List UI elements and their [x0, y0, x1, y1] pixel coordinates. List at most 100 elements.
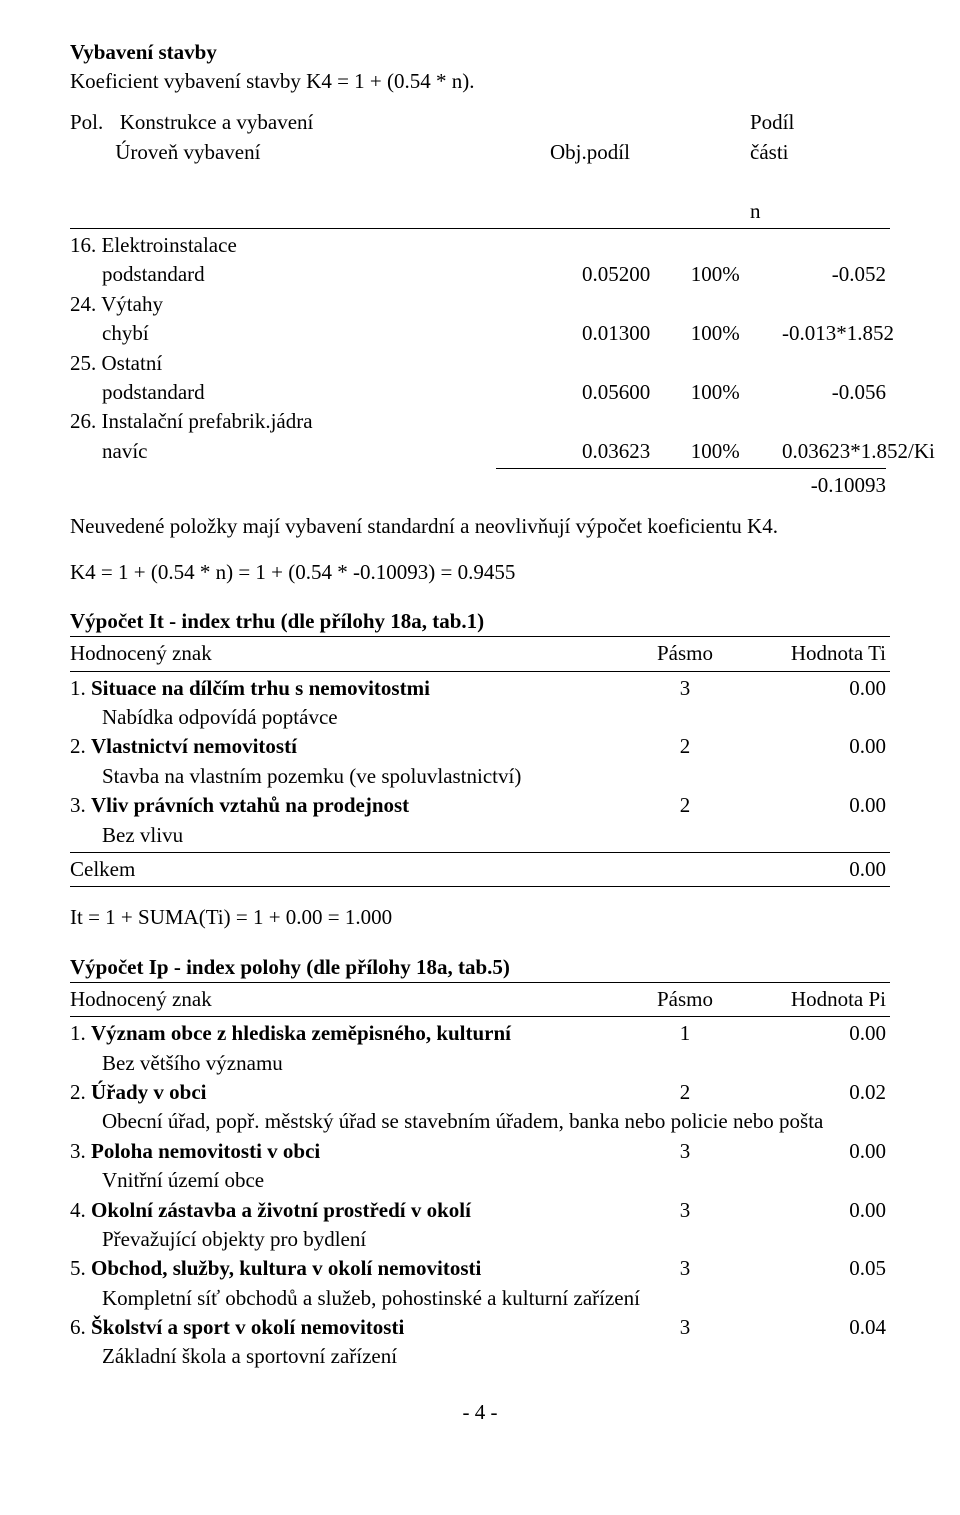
it-row: 1. Situace na dílčím trhu s nemovitostmi…: [70, 674, 890, 703]
section-ip-title: Výpočet Ip - index polohy (dle přílohy 1…: [70, 955, 890, 980]
it-row-sub: Nabídka odpovídá poptávce: [70, 703, 890, 732]
ip-row-pasmo: 3: [630, 1137, 740, 1166]
it-row-sub: Stavba na vlastním pozemku (ve spoluvlas…: [70, 762, 890, 791]
it-row-pasmo: 3: [630, 674, 740, 703]
hdr-podil: Podíl: [750, 110, 794, 134]
vyb-sum-row: -0.10093: [70, 471, 890, 500]
ip-row-num: 5.: [70, 1256, 86, 1280]
it-hdr-pasmo: Pásmo: [630, 639, 740, 668]
vyb-row-pct: 100%: [691, 380, 740, 404]
it-row-num: 1.: [70, 676, 86, 700]
vyb-row-level: podstandard: [70, 378, 582, 407]
vyb-row-name: 26. Instalační prefabrik.jádra: [70, 407, 890, 436]
ip-row-pasmo: 2: [630, 1078, 740, 1107]
ip-row-num: 6.: [70, 1315, 86, 1339]
vyb-row-obj: 0.05600: [582, 380, 650, 404]
ip-row: 4. Okolní zástavba a životní prostředí v…: [70, 1196, 890, 1225]
it-row: 3. Vliv právních vztahů na prodejnost 2 …: [70, 791, 890, 820]
vyb-row-detail: podstandard 0.05200 100% -0.052: [70, 260, 890, 289]
it-row-hodnota: 0.00: [740, 674, 890, 703]
section-it-title: Výpočet It - index trhu (dle přílohy 18a…: [70, 609, 890, 634]
vyb-row-n: 0.03623*1.852/Ki: [782, 437, 939, 466]
rule: [70, 636, 890, 637]
vyb-row-num: 25.: [70, 351, 96, 375]
vyb-row-name: 25. Ostatní: [70, 349, 890, 378]
ip-row-name: Okolní zástavba a životní prostředí v ok…: [91, 1198, 471, 1222]
vyb-row-detail: navíc 0.03623 100% 0.03623*1.852/Ki: [70, 437, 890, 466]
ip-row-pasmo: 3: [630, 1313, 740, 1342]
vyb-note: Neuvedené položky mají vybavení standard…: [70, 512, 890, 541]
ip-row: 2. Úřady v obci 2 0.02: [70, 1078, 890, 1107]
hdr-casti: části: [750, 140, 788, 164]
vyb-row-name-text: Výtahy: [101, 292, 163, 316]
vyb-row-level: navíc: [70, 437, 582, 466]
ip-row-pasmo: 3: [630, 1196, 740, 1225]
it-row-name: Vliv právních vztahů na prodejnost: [91, 793, 409, 817]
ip-row-hodnota: 0.05: [740, 1254, 890, 1283]
hdr-n: n: [750, 199, 761, 223]
rule: [70, 1016, 890, 1017]
it-calc: It = 1 + SUMA(Ti) = 1 + 0.00 = 1.000: [70, 903, 890, 932]
hdr-konstrukce: Konstrukce a vybavení: [120, 110, 314, 134]
vyb-row-pct: 100%: [691, 262, 740, 286]
ip-row-sub: Převažující objekty pro bydlení: [70, 1225, 890, 1254]
vyb-row-obj: 0.01300: [582, 321, 650, 345]
it-row-pasmo: 2: [630, 791, 740, 820]
rule: [70, 852, 890, 853]
rule: [70, 982, 890, 983]
it-row: 2. Vlastnictví nemovitostí 2 0.00: [70, 732, 890, 761]
vyb-row-detail: chybí 0.01300 100% -0.013*1.852: [70, 319, 890, 348]
rule-short: [496, 468, 886, 469]
ip-header: Hodnocený znak Pásmo Hodnota Pi: [70, 985, 890, 1014]
vyb-row-num: 26.: [70, 409, 96, 433]
ip-row-name: Poloha nemovitosti v obci: [91, 1139, 320, 1163]
it-row-pasmo: 2: [630, 732, 740, 761]
vyb-row-pct: 100%: [691, 321, 740, 345]
ip-row-num: 3.: [70, 1139, 86, 1163]
it-row-name: Vlastnictví nemovitostí: [91, 734, 297, 758]
section-vybaveni-title: Vybavení stavby: [70, 40, 890, 65]
vyb-row-name-text: Elektroinstalace: [102, 233, 237, 257]
it-hdr-znak: Hodnocený znak: [70, 639, 630, 668]
ip-hdr-hodnota: Hodnota Pi: [740, 985, 890, 1014]
it-hdr-hodnota: Hodnota Ti: [740, 639, 890, 668]
vybaveni-header-row2: Úroveň vybavení Obj.podíl části n: [70, 138, 890, 226]
ip-row-name: Význam obce z hlediska zeměpisného, kult…: [91, 1021, 511, 1045]
vyb-row-name-text: Ostatní: [102, 351, 163, 375]
ip-row: 3. Poloha nemovitosti v obci 3 0.00: [70, 1137, 890, 1166]
vyb-row-n: -0.013*1.852: [782, 319, 898, 348]
it-row-sub: Bez vlivu: [70, 821, 890, 850]
ip-row-num: 4.: [70, 1198, 86, 1222]
vyb-row-num: 24.: [70, 292, 96, 316]
ip-row-hodnota: 0.00: [740, 1019, 890, 1048]
ip-row-hodnota: 0.02: [740, 1078, 890, 1107]
ip-row-num: 2.: [70, 1080, 86, 1104]
it-row-num: 2.: [70, 734, 86, 758]
vyb-row-n: -0.052: [782, 260, 890, 289]
ip-row-name: Úřady v obci: [91, 1080, 207, 1104]
ip-row-name: Obchod, služby, kultura v okolí nemovito…: [91, 1256, 481, 1280]
it-row-hodnota: 0.00: [740, 791, 890, 820]
it-row-name: Situace na dílčím trhu s nemovitostmi: [91, 676, 430, 700]
vybaveni-header-row1: Pol. Konstrukce a vybavení Podíl: [70, 108, 890, 137]
it-row-hodnota: 0.00: [740, 732, 890, 761]
ip-row-pasmo: 3: [630, 1254, 740, 1283]
vyb-row-level: chybí: [70, 319, 582, 348]
ip-row-hodnota: 0.00: [740, 1196, 890, 1225]
hdr-objpodil: Obj.podíl: [550, 140, 630, 164]
vyb-row-num: 16.: [70, 233, 96, 257]
ip-row-sub: Obecní úřad, popř. městský úřad se stave…: [70, 1107, 890, 1136]
vyb-row-obj: 0.03623: [582, 439, 650, 463]
page: Vybavení stavby Koeficient vybavení stav…: [0, 0, 960, 1465]
vyb-row-name: 24. Výtahy: [70, 290, 890, 319]
ip-row-hodnota: 0.04: [740, 1313, 890, 1342]
k4-formula: Koeficient vybavení stavby K4 = 1 + (0.5…: [70, 67, 890, 96]
vyb-row-name: 16. Elektroinstalace: [70, 231, 890, 260]
page-footer: - 4 -: [70, 1400, 890, 1425]
it-header: Hodnocený znak Pásmo Hodnota Ti: [70, 639, 890, 668]
vyb-sum-n: -0.10093: [750, 471, 890, 500]
ip-row-sub: Bez většího významu: [70, 1049, 890, 1078]
ip-row-pasmo: 1: [630, 1019, 740, 1048]
ip-row-num: 1.: [70, 1021, 86, 1045]
ip-row-sub: Vnitřní území obce: [70, 1166, 890, 1195]
